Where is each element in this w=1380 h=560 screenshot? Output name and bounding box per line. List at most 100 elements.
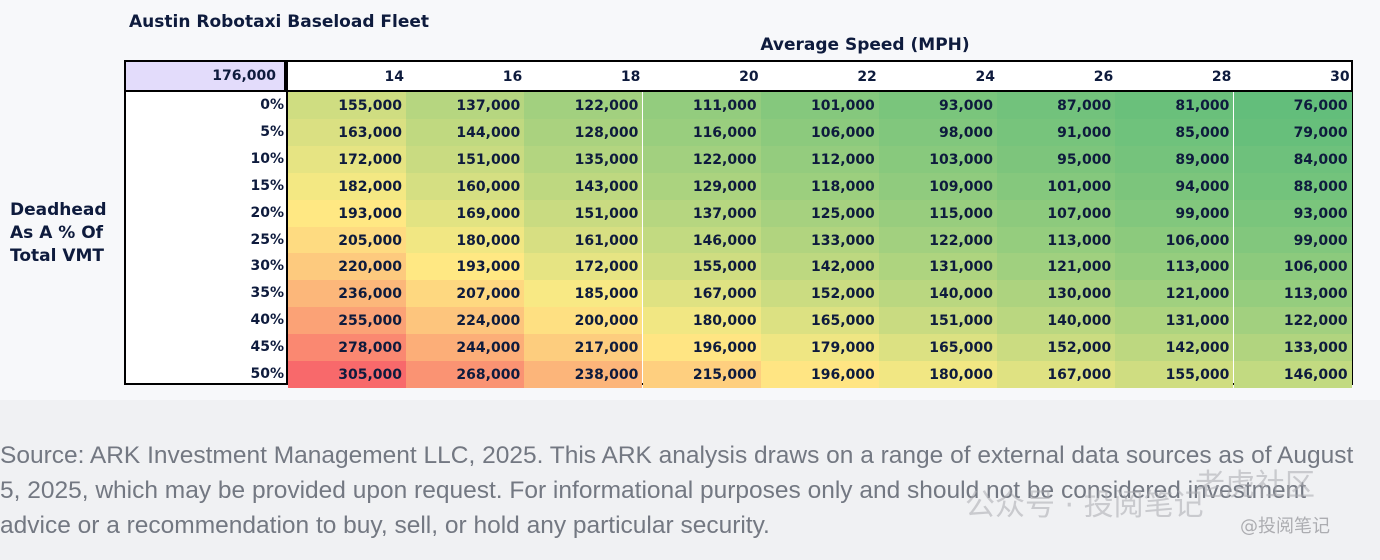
x-tick-label: 28 — [1211, 69, 1232, 85]
heatmap-cell: 99,000 — [1115, 199, 1234, 227]
heatmap-cell: 255,000 — [288, 307, 406, 335]
watermark-text: 公众号 · 投阅笔记 — [965, 488, 1204, 523]
heatmap-cell: 161,000 — [524, 226, 643, 254]
heatmap-cell: 107,000 — [997, 199, 1116, 227]
heatmap-cell: 113,000 — [1233, 280, 1352, 308]
heatmap-cell: 200,000 — [524, 307, 643, 335]
heatmap-cell: 236,000 — [288, 280, 406, 308]
heatmap-cell: 133,000 — [1233, 334, 1352, 362]
row-header-divider — [286, 62, 288, 383]
heatmap-cell: 142,000 — [760, 253, 879, 281]
x-tick-label: 18 — [620, 69, 641, 85]
heatmap-cell: 93,000 — [1233, 199, 1352, 227]
heatmap-cell: 220,000 — [288, 253, 406, 281]
x-tick-label: 22 — [857, 69, 877, 85]
heatmap-cell: 133,000 — [760, 226, 879, 254]
heatmap-cell: 172,000 — [524, 253, 643, 281]
heatmap-cell: 98,000 — [879, 118, 997, 146]
heatmap-grid: 176,000 14 16 18 20 22 24 26 28 30 0% 155,000 137,0… — [124, 60, 1353, 388]
heatmap-cell: 121,000 — [1115, 280, 1234, 308]
heatmap-cell: 113,000 — [997, 226, 1116, 254]
heatmap-cell: 144,000 — [406, 118, 525, 146]
heatmap-cell: 151,000 — [524, 199, 643, 227]
heatmap-cell: 88,000 — [1233, 172, 1352, 200]
heatmap-cell: 93,000 — [879, 92, 997, 119]
heatmap-cell: 137,000 — [642, 199, 761, 227]
y-tick-label: 30% — [250, 258, 284, 275]
heatmap-cell: 99,000 — [1233, 226, 1352, 254]
baseload-fleet-value: 176,000 — [126, 62, 286, 90]
heatmap-cell: 106,000 — [1233, 253, 1352, 281]
heatmap-cell: 87,000 — [997, 92, 1116, 119]
heatmap-cell: 146,000 — [642, 226, 761, 254]
heatmap-cell: 167,000 — [997, 361, 1116, 388]
heatmap-cell: 106,000 — [1115, 226, 1234, 254]
x-axis-title: Average Speed (MPH) — [760, 35, 970, 55]
heatmap-cell: 151,000 — [406, 145, 525, 173]
heatmap-cell: 268,000 — [406, 361, 525, 388]
y-tick-label: 40% — [250, 312, 284, 329]
heatmap-cell: 81,000 — [1115, 92, 1234, 119]
heatmap-cell: 131,000 — [879, 253, 997, 281]
heatmap-cell: 163,000 — [288, 118, 406, 146]
heatmap-cell: 152,000 — [760, 280, 879, 308]
heatmap-cell: 79,000 — [1233, 118, 1352, 146]
heatmap-cell: 165,000 — [760, 307, 879, 335]
heatmap-cell: 155,000 — [1115, 361, 1234, 388]
y-tick-label: 45% — [250, 339, 284, 356]
heatmap-cell: 155,000 — [642, 253, 761, 281]
heatmap-cell: 180,000 — [406, 226, 525, 254]
heatmap-cell: 244,000 — [406, 334, 525, 362]
heatmap-cell: 146,000 — [1233, 361, 1352, 388]
heatmap-cell: 305,000 — [288, 361, 406, 388]
x-tick-label: 24 — [975, 69, 995, 85]
heatmap-cell: 135,000 — [524, 145, 643, 173]
chart-title: Austin Robotaxi Baseload Fleet — [129, 12, 430, 32]
y-tick-label: 25% — [250, 231, 284, 248]
y-tick-label: 10% — [250, 150, 284, 167]
heatmap-cell: 196,000 — [642, 334, 761, 362]
watermark-text: 老虎社区 — [1195, 468, 1315, 503]
heatmap-cell: 129,000 — [642, 172, 761, 200]
heatmap-cell: 91,000 — [997, 118, 1116, 146]
heatmap-cell: 116,000 — [642, 118, 761, 146]
heatmap-cell: 103,000 — [879, 145, 997, 173]
heatmap-cell: 106,000 — [760, 118, 879, 146]
heatmap-cell: 151,000 — [879, 307, 997, 335]
heatmap-cell: 182,000 — [288, 172, 406, 200]
heatmap-cell: 207,000 — [406, 280, 525, 308]
heatmap-cell: 122,000 — [524, 92, 643, 119]
heatmap-cell: 142,000 — [1115, 334, 1234, 362]
heatmap-cell: 130,000 — [997, 280, 1116, 308]
heatmap-cell: 89,000 — [1115, 145, 1234, 173]
heatmap-cell: 128,000 — [524, 118, 643, 146]
heatmap-cell: 278,000 — [288, 334, 406, 362]
heatmap-cell: 224,000 — [406, 307, 525, 335]
heatmap-cell: 95,000 — [997, 145, 1116, 173]
heatmap-cell: 140,000 — [997, 307, 1116, 335]
heatmap-cell: 205,000 — [288, 226, 406, 254]
heatmap-cell: 125,000 — [760, 199, 879, 227]
header-divider — [126, 90, 1351, 92]
heatmap-cell: 165,000 — [879, 334, 997, 362]
heatmap-cell: 169,000 — [406, 199, 525, 227]
heatmap-cell: 238,000 — [524, 361, 643, 388]
source-note: Source: ARK Investment Management LLC, 2… — [0, 442, 1354, 539]
heatmap-cell: 179,000 — [760, 334, 879, 362]
x-tick-label: 30 — [1330, 69, 1350, 85]
heatmap-cell: 180,000 — [879, 361, 997, 388]
heatmap-cell: 137,000 — [406, 92, 525, 119]
y-tick-label: 20% — [250, 204, 284, 221]
heatmap-cell: 193,000 — [288, 199, 406, 227]
y-tick-label: 50% — [250, 366, 284, 382]
heatmap-cell: 193,000 — [406, 253, 525, 281]
y-tick-label: 5% — [260, 123, 284, 140]
x-tick-label: 16 — [502, 69, 523, 85]
heatmap-cell: 122,000 — [642, 145, 761, 173]
y-tick-label: 35% — [250, 285, 284, 302]
heatmap-cell: 111,000 — [642, 92, 761, 119]
heatmap-cell: 84,000 — [1233, 145, 1352, 173]
heatmap-cell: 101,000 — [997, 172, 1116, 200]
heatmap-cell: 85,000 — [1115, 118, 1234, 146]
heatmap-cell: 112,000 — [760, 145, 879, 173]
